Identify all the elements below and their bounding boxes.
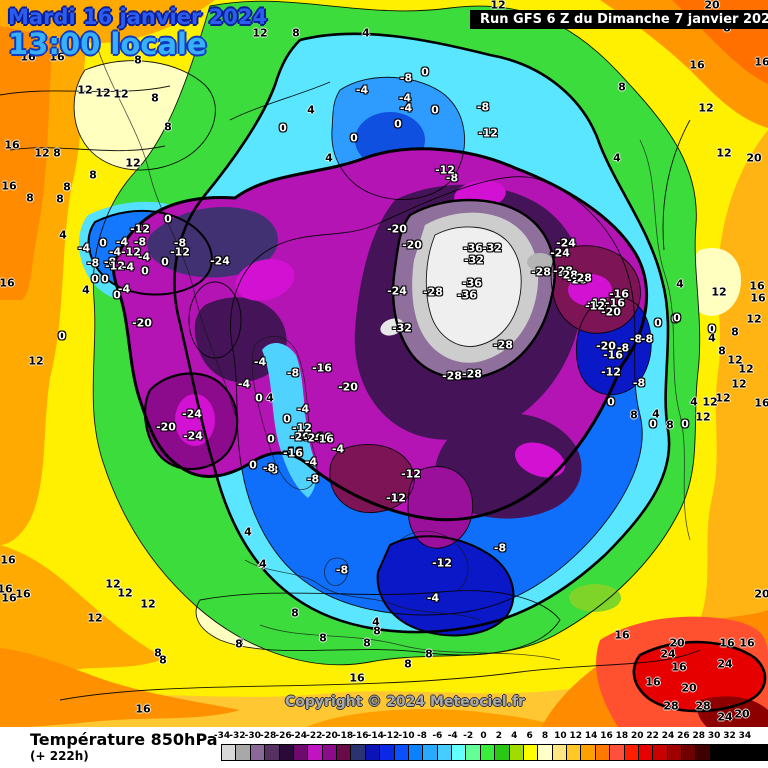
legend-color-cell	[278, 744, 294, 761]
legend-tick: -6	[432, 731, 443, 741]
legend-color-cell	[666, 744, 682, 761]
legend-tick: -20	[321, 731, 338, 741]
legend-tick: 18	[615, 731, 629, 741]
legend-color-cell	[609, 744, 625, 761]
legend-color-cell	[652, 744, 668, 761]
legend-color-cell	[221, 744, 237, 761]
map-time-text: 13:00 locale	[8, 27, 207, 61]
legend-tick: -8	[416, 731, 427, 741]
legend-tick: 6	[526, 731, 533, 741]
legend-color-cell	[364, 744, 381, 761]
legend-tick: -34	[213, 731, 231, 741]
legend-color-cell	[637, 744, 654, 761]
legend-tick: -28	[259, 731, 277, 741]
legend-tick: -4	[447, 731, 458, 741]
legend-tick: 10	[554, 731, 567, 741]
forecast-hour: (+ 222h)	[30, 749, 89, 763]
legend-tick: -12	[383, 731, 400, 741]
legend-tick: 28	[692, 731, 706, 741]
legend-tick: 12	[569, 731, 582, 741]
legend-tick: 14	[584, 731, 598, 741]
coastlines	[94, 39, 691, 661]
legend-tick: 34	[738, 731, 752, 741]
legend-tick: -22	[306, 731, 323, 741]
legend-color-cell	[249, 744, 266, 761]
legend-tick: -24	[290, 731, 308, 741]
legend-tick: 8	[541, 731, 549, 741]
legend-color-cell	[451, 744, 467, 761]
legend-tick-labels: -34 -32 -30 -28 -26 -24 -22 -20 -18 -16 -14 -12 -10-…	[214, 731, 768, 742]
legend-tick: -2	[463, 731, 474, 741]
legend-tick: -32	[229, 731, 246, 741]
legend-tick: 30	[707, 731, 721, 741]
legend-tick: -14	[367, 731, 384, 741]
legend-tick: 24	[661, 731, 675, 741]
contour-lines	[0, 0, 767, 713]
legend-color-cell	[695, 744, 711, 761]
legend-color-cell	[681, 744, 697, 761]
legend-color-cell	[537, 744, 553, 761]
legend-color-cell	[307, 744, 323, 761]
legend-tick: -10	[398, 731, 415, 741]
legend-tick: -18	[336, 731, 354, 741]
legend-color-cell	[422, 744, 438, 761]
legend-color-cell	[566, 744, 582, 761]
legend-color-cell	[465, 744, 481, 761]
legend-color-cell	[594, 744, 611, 761]
copyright-text: Copyright © 2024 Meteociel.fr	[285, 694, 525, 710]
legend-tick: 20	[630, 731, 644, 741]
legend-color-cell	[379, 744, 395, 761]
legend-tick: -26	[275, 731, 292, 741]
legend-tick: 16	[600, 731, 613, 741]
legend-color-cell	[292, 744, 309, 761]
legend-color-cell	[235, 744, 251, 761]
legend-color-cell	[522, 744, 539, 761]
legend-color-cell	[623, 744, 639, 761]
map-date-text: Mardi 16 janvier 2024	[8, 5, 268, 29]
legend-color-scale	[221, 744, 768, 761]
legend-tick: 22	[646, 731, 659, 741]
footer-bar: Température 850hPa (+ 222h) -34 -32 -30 -28…	[0, 727, 768, 768]
legend-color-cell	[709, 744, 768, 761]
model-run-banner: Run GFS 6 Z du Dimanche 7 janvier 2024	[470, 10, 768, 29]
legend-tick: 4	[511, 731, 518, 741]
legend-color-cell	[350, 744, 366, 761]
legend-tick: 2	[495, 731, 502, 741]
temperature-legend: -34 -32 -30 -28 -26 -24 -22 -20 -18 -16 -14 -12 -10-…	[214, 731, 768, 767]
legend-color-cell	[336, 744, 352, 761]
legend-color-cell	[264, 744, 280, 761]
map-title: Température 850hPa	[30, 730, 218, 749]
legend-color-cell	[436, 744, 452, 761]
legend-color-cell	[580, 744, 596, 761]
legend-color-cell	[407, 744, 424, 761]
legend-tick: -30	[244, 731, 261, 741]
legend-color-cell	[494, 744, 510, 761]
legend-color-cell	[321, 744, 337, 761]
legend-tick: 26	[677, 731, 690, 741]
legend-tick: 0	[480, 731, 487, 741]
legend-tick: 32	[723, 731, 736, 741]
legend-tick: -16	[352, 731, 369, 741]
legend-color-cell	[551, 744, 567, 761]
legend-color-cell	[393, 744, 409, 761]
legend-color-cell	[508, 744, 524, 761]
legend-color-cell	[479, 744, 496, 761]
